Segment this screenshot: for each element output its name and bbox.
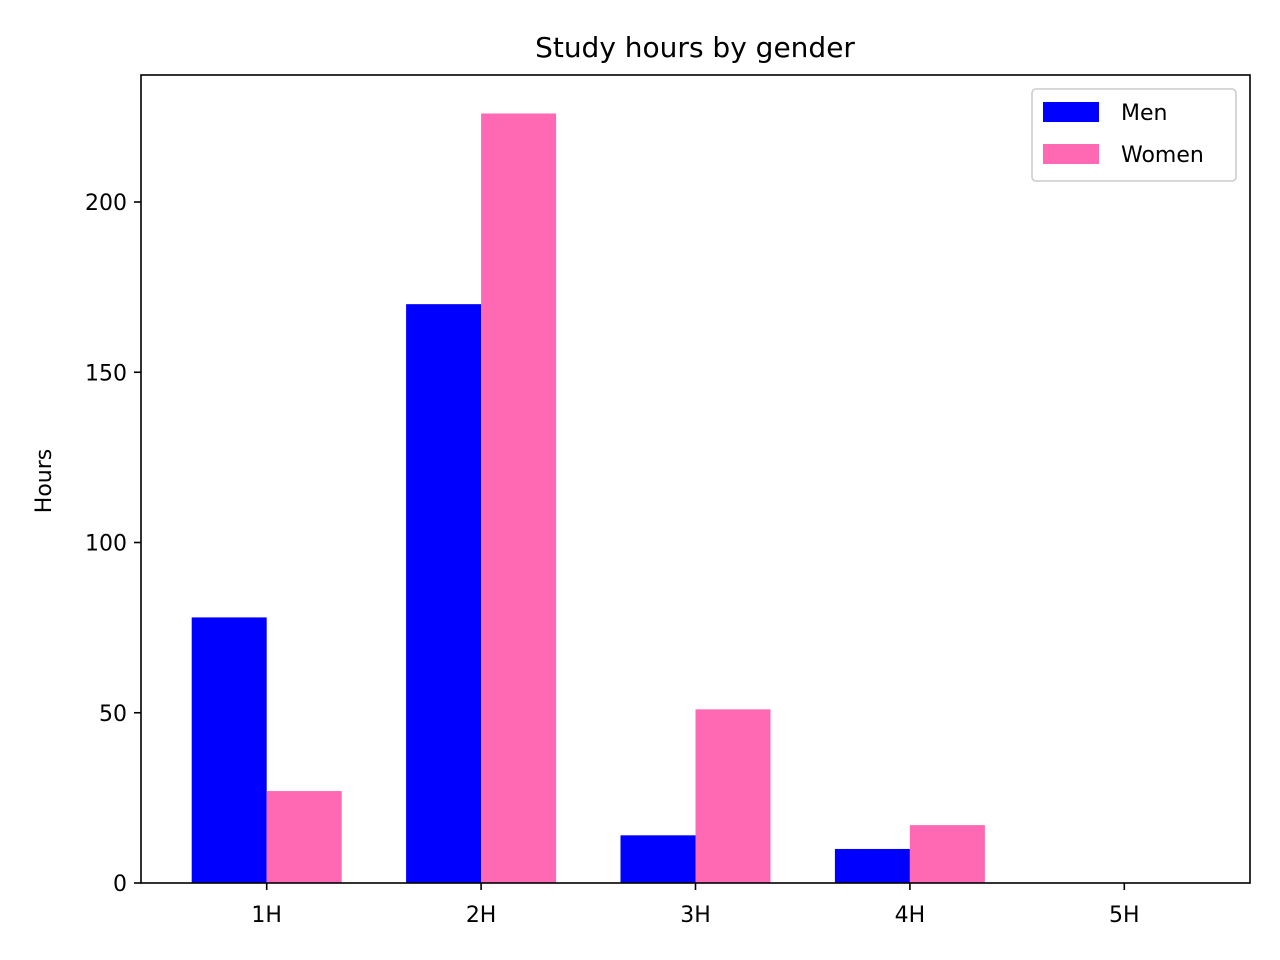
y-axis: 0 50 100 150 200 [85,191,141,897]
y-tick-label: 200 [85,191,127,216]
bar-men-2h [406,304,482,883]
y-tick-label: 0 [113,872,127,897]
y-tick-label: 50 [99,702,127,727]
x-tick-label: 4H [895,903,926,928]
bar-men-3h [620,835,696,883]
chart-title: Study hours by gender [535,31,855,64]
y-tick-label: 150 [85,361,127,386]
legend-label-men: Men [1121,101,1167,126]
bar-women-3h [695,709,771,883]
plot-frame [140,74,1251,884]
bars-layer [191,113,985,883]
legend-swatch-women [1043,144,1099,164]
bar-men-1h [191,617,267,883]
y-axis-label: Hours [32,449,57,513]
x-tick-label: 5H [1109,903,1140,928]
bar-men-4h [834,848,910,883]
bar-women-1h [266,791,342,883]
x-tick-label: 2H [466,903,497,928]
bar-women-4h [909,825,985,883]
legend: Men Women [1031,88,1237,182]
x-tick-label: 3H [680,903,711,928]
x-axis: 1H 2H 3H 4H 5H [251,883,1140,928]
y-tick-label: 100 [85,532,127,557]
x-tick-label: 1H [251,903,282,928]
bar-women-2h [481,113,557,883]
legend-swatch-men [1043,102,1099,122]
legend-label-women: Women [1121,143,1204,168]
